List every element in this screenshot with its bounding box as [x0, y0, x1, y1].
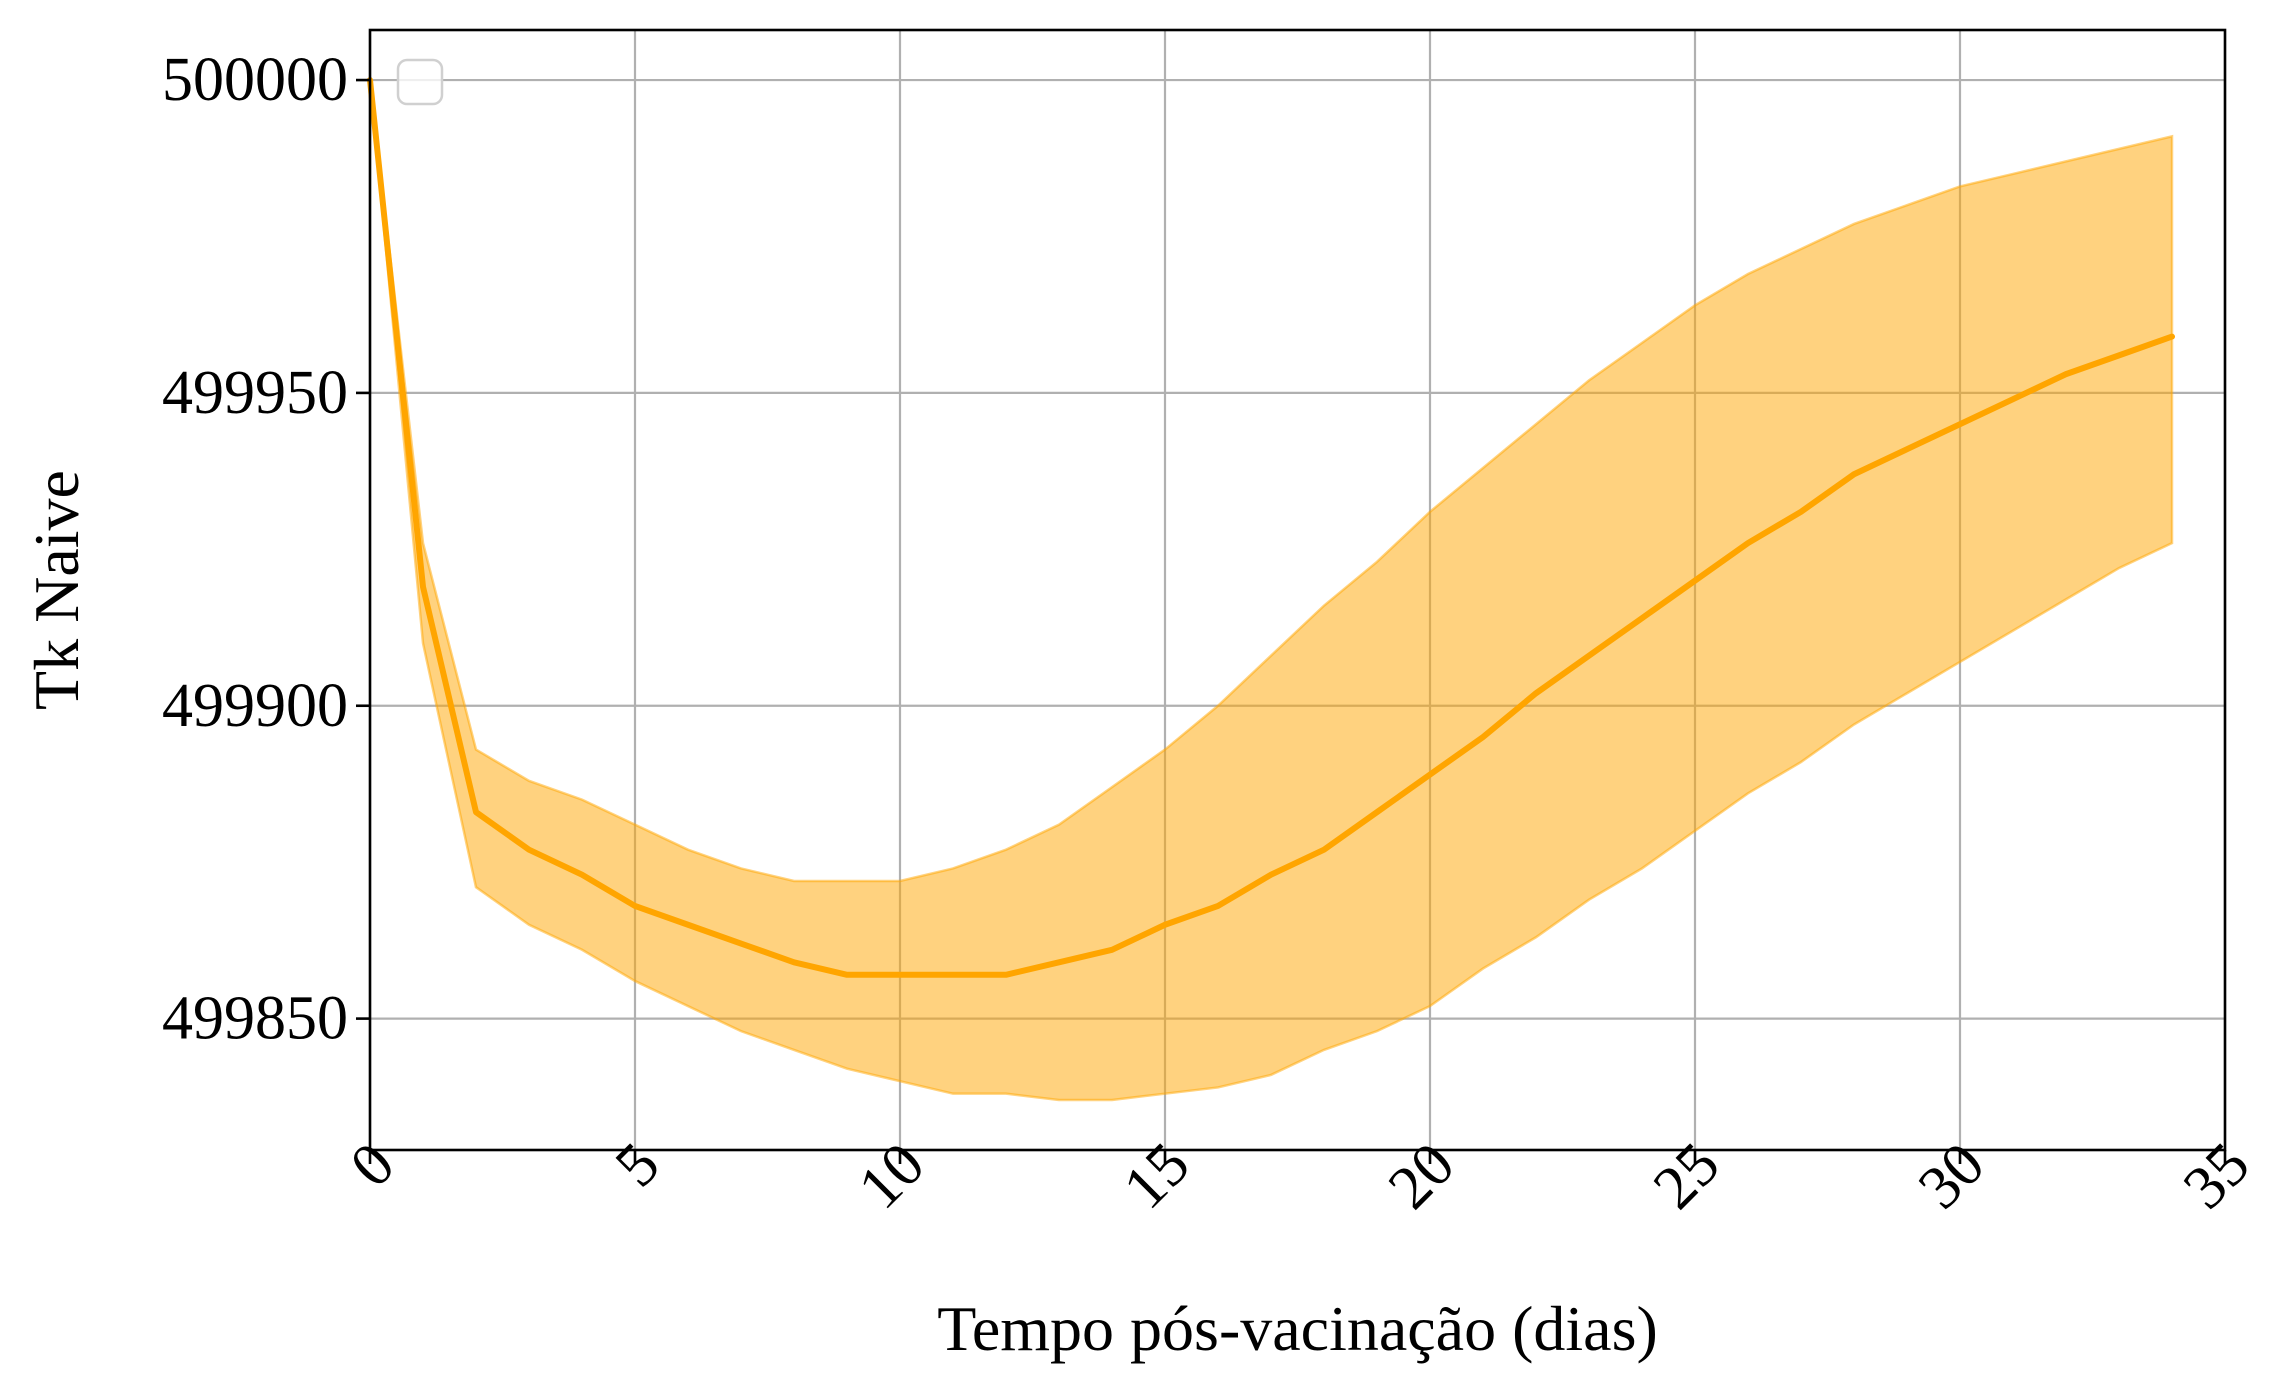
y-tick-labels: 499850 499900 499950 500000	[162, 46, 348, 1053]
x-tick-label-6: 30	[1906, 1130, 1998, 1222]
mean-line-layer	[367, 77, 2175, 978]
x-tick-label-0: 0	[338, 1130, 408, 1200]
y-tick-label-0: 499850	[162, 985, 348, 1053]
x-tick-label-3: 15	[1111, 1130, 1203, 1222]
x-axis-label: Tempo pós-vacinação (dias)	[937, 1293, 1658, 1364]
y-tick-label-3: 500000	[162, 46, 348, 114]
y-tick-label-2: 499950	[162, 359, 348, 427]
x-tick-label-4: 20	[1376, 1130, 1468, 1222]
ticks	[356, 78, 2227, 1164]
legend	[396, 58, 444, 106]
confidence-band	[368, 79, 2174, 1102]
mean-line	[367, 77, 2175, 978]
x-tick-label-5: 25	[1641, 1130, 1733, 1222]
x-tick-label-2: 10	[846, 1130, 938, 1222]
y-axis-label: Tk Naive	[21, 470, 92, 710]
x-tick-label-7: 35	[2171, 1130, 2263, 1222]
x-tick-label-1: 5	[603, 1130, 673, 1200]
y-tick-label-1: 499900	[162, 672, 348, 740]
x-tick-labels: 0 5 10 15 20 25 30 35	[338, 1130, 2263, 1222]
confidence-band-layer	[368, 79, 2174, 1102]
plot-frame	[368, 28, 2227, 1152]
